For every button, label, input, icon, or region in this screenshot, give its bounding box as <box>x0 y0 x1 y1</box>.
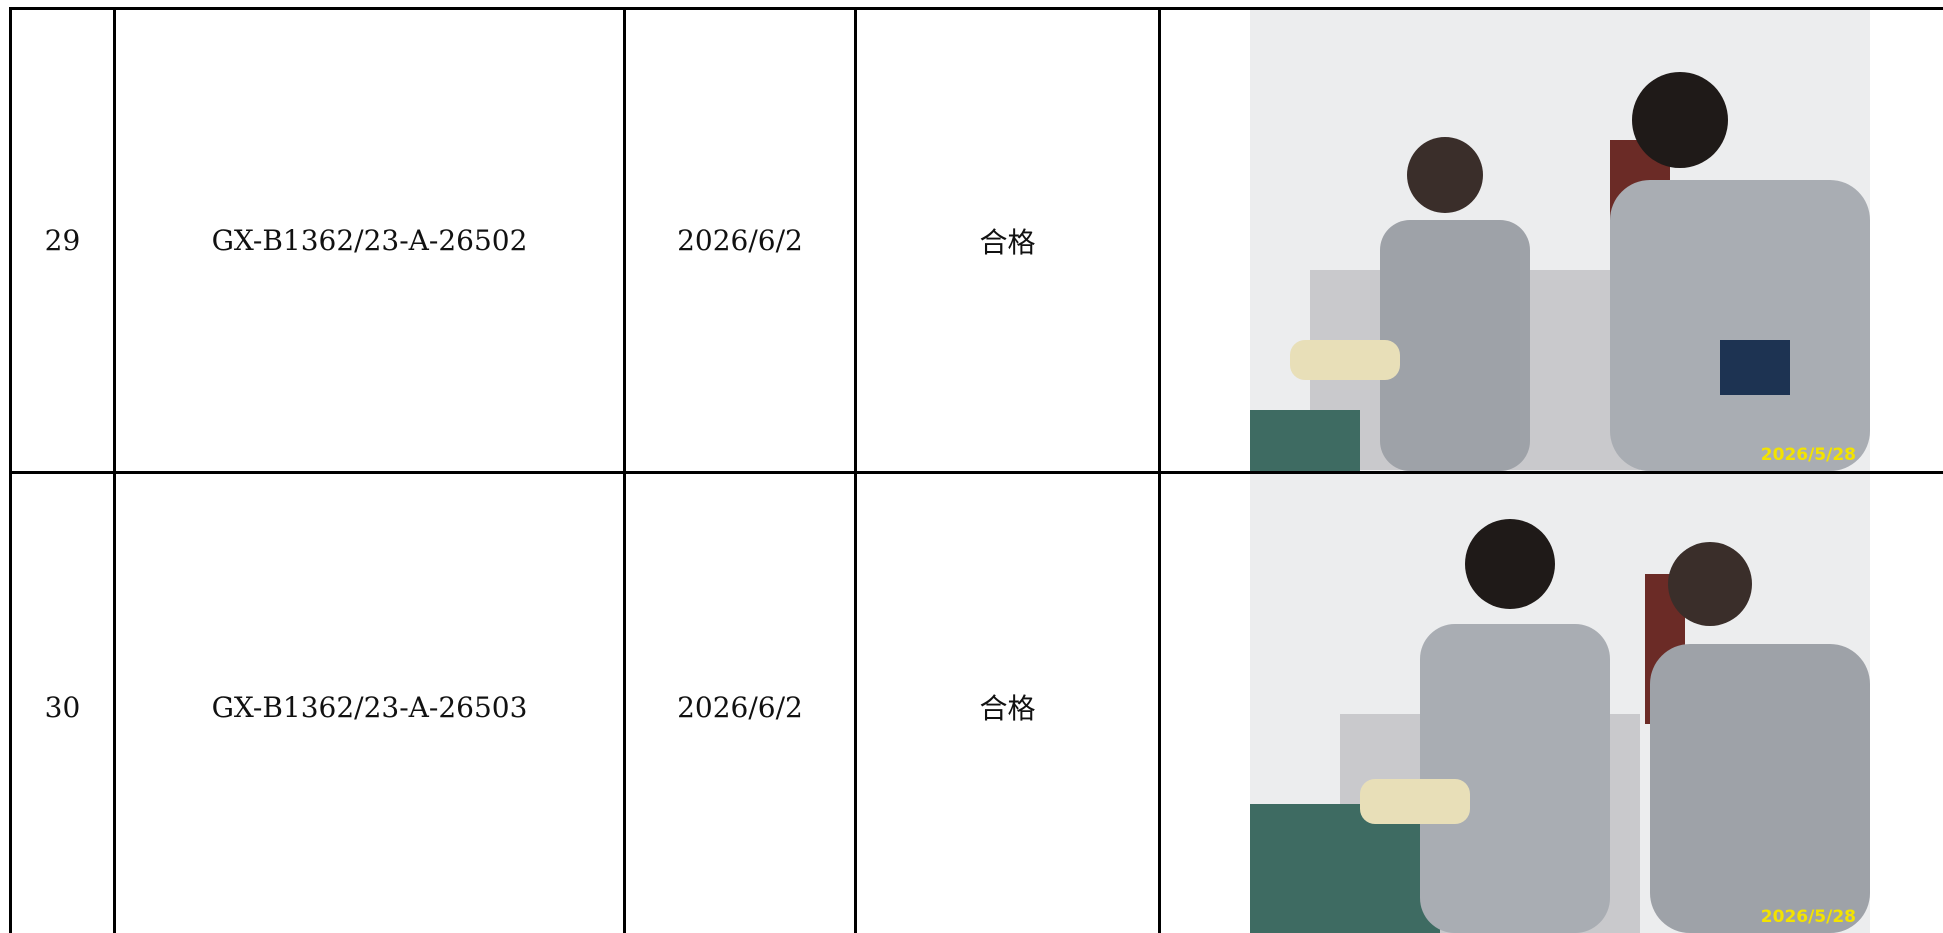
photo-stamp: 2026/5/28 <box>1760 445 1856 465</box>
row-number: 29 <box>44 224 81 257</box>
test-date: 2026/6/2 <box>677 690 803 724</box>
sample-code: GX-B1362/23-A-26502 <box>211 224 528 257</box>
test-date: 2026/6/2 <box>677 224 803 257</box>
col-border <box>623 9 626 933</box>
row-number: 30 <box>44 690 81 724</box>
row-border <box>9 471 1943 474</box>
photo: 2026/5/28 <box>1250 474 1870 933</box>
col-border <box>9 9 12 933</box>
row-border <box>9 7 1943 10</box>
col-border <box>1158 9 1161 933</box>
photo-stamp: 2026/5/28 <box>1760 907 1856 927</box>
col-border <box>854 9 857 933</box>
photo-drawing <box>1250 519 1870 933</box>
result: 合格 <box>979 692 1036 725</box>
col-border <box>113 9 116 933</box>
sample-code: GX-B1362/23-A-26503 <box>211 690 528 724</box>
result: 合格 <box>979 225 1036 259</box>
photo-drawing <box>1250 72 1870 471</box>
photo: 2026/5/28 <box>1250 10 1870 471</box>
